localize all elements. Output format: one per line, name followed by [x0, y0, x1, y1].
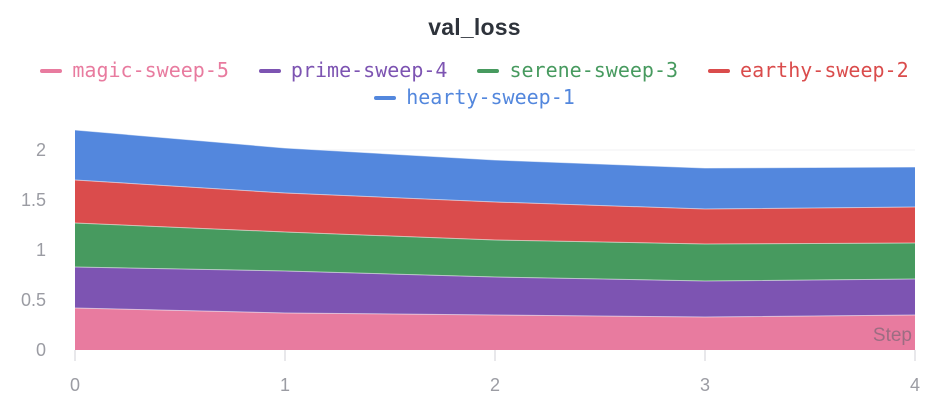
area-earthy-sweep-2[interactable] [75, 180, 915, 244]
legend-swatch-icon [374, 95, 397, 100]
area-boundary [74, 307, 916, 318]
legend-row-1: magic-sweep-5 prime-sweep-4 serene-sweep… [40, 58, 909, 83]
legend-label: prime-sweep-4 [290, 58, 448, 82]
legend-label: magic-sweep-5 [72, 58, 229, 82]
area-serene-sweep-3[interactable] [75, 223, 915, 281]
x-axis-title: Step [873, 325, 912, 346]
chart-title: val_loss [428, 14, 521, 40]
legend-swatch-icon [40, 68, 63, 73]
legend-item-serene-sweep-3[interactable]: serene-sweep-3 [477, 58, 678, 83]
x-tick-label: 4 [910, 375, 920, 395]
legend-item-hearty-sweep-1[interactable]: hearty-sweep-1 [374, 85, 575, 110]
area-magic-sweep-5[interactable] [75, 308, 915, 350]
legend-swatch-icon [477, 68, 500, 73]
area-boundary [74, 179, 916, 210]
legend-swatch-icon [258, 68, 281, 73]
legend-item-magic-sweep-5[interactable]: magic-sweep-5 [40, 58, 229, 83]
legend-label: serene-sweep-3 [509, 58, 679, 82]
y-tick-label: 0 [36, 340, 46, 360]
y-tick-label: 1 [36, 240, 46, 260]
y-tick-label: 2 [36, 140, 46, 160]
x-tick-label: 1 [280, 375, 290, 395]
area-boundary [74, 266, 916, 282]
legend-label: hearty-sweep-1 [406, 85, 575, 109]
legend-item-earthy-sweep-2[interactable]: earthy-sweep-2 [708, 58, 909, 83]
legend-swatch-icon [708, 68, 731, 73]
area-prime-sweep-4[interactable] [75, 267, 915, 317]
x-tick-label: 0 [70, 375, 80, 395]
legend-label: earthy-sweep-2 [740, 58, 909, 82]
area-hearty-sweep-1[interactable] [75, 130, 915, 209]
legend-row-2: hearty-sweep-1 [374, 85, 575, 110]
x-tick-label: 2 [490, 375, 500, 395]
x-tick-label: 3 [700, 375, 710, 395]
y-tick-label: 0.5 [21, 290, 46, 310]
legend: magic-sweep-5 prime-sweep-4 serene-sweep… [0, 58, 949, 110]
area-boundary [74, 129, 916, 169]
legend-item-prime-sweep-4[interactable]: prime-sweep-4 [258, 58, 448, 83]
area-boundary [74, 222, 916, 245]
y-tick-label: 1.5 [21, 190, 46, 210]
